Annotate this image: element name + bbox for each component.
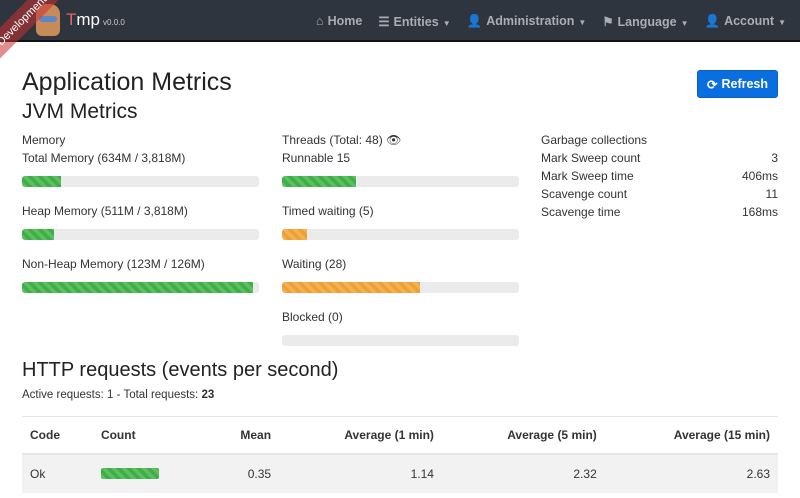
- count-fill: [100, 468, 159, 479]
- total-label: - Total requests:: [116, 389, 199, 401]
- flag-icon: ⚑: [602, 14, 614, 29]
- navbar: Tmp v0.0.0 ⌂ Home ☰ Entities ▼ 👤 Administrat…: [0, 0, 800, 42]
- refresh-button[interactable]: ⟳ Refresh: [697, 70, 778, 98]
- gc-row: Mark Sweep count 3: [541, 149, 778, 167]
- gc-value: 11: [765, 187, 778, 201]
- avg1-cell: 1.14: [279, 453, 442, 493]
- memory-item-label: Non-Heap Memory (123M / 126M): [22, 257, 205, 271]
- nav-administration-label: Administration: [486, 13, 575, 28]
- jvm-title: JVM Metrics: [22, 100, 138, 123]
- version: v0.0.0: [103, 17, 125, 27]
- memory-progress-bar: [22, 229, 259, 240]
- threads-section: Threads (Total: 48) 👁 Runnable 15 Timed w…: [282, 131, 519, 361]
- memory-progress-fill: [22, 229, 54, 240]
- nav-administration[interactable]: 👤 Administration ▼: [467, 14, 587, 29]
- active-value: 1: [107, 389, 114, 401]
- threads-title-text: Threads (Total: 48): [282, 133, 383, 147]
- gc-section: Garbage collections Mark Sweep count 3 Mar…: [541, 131, 778, 221]
- gc-row: Scavenge time 168ms: [541, 203, 778, 221]
- nav-account-label: Account: [724, 13, 775, 28]
- memory-item-label: Heap Memory (511M / 3,818M): [22, 204, 188, 218]
- threads-item-label: Timed waiting (5): [282, 204, 374, 218]
- gc-label: Mark Sweep time: [541, 169, 634, 183]
- column-header: Mean: [207, 416, 280, 455]
- user-icon: 👤: [704, 13, 721, 28]
- refresh-icon: ⟳: [706, 77, 718, 92]
- table-row: Ok 0.35 1.14 2.32 2.63: [22, 453, 778, 493]
- threads-progress-bar: [282, 229, 519, 240]
- memory-section: Memory Total Memory (634M / 3,818M) Heap …: [22, 131, 259, 308]
- gc-label: Mark Sweep count: [541, 151, 641, 165]
- gc-title: Garbage collections: [541, 133, 648, 147]
- caret-down-icon: ▼: [578, 17, 587, 27]
- threads-progress-bar: [282, 282, 519, 293]
- gc-value: 168ms: [741, 205, 778, 219]
- user-plus-icon: 👤: [466, 13, 483, 28]
- threads-progress-fill: [282, 282, 421, 293]
- memory-title: Memory: [22, 133, 66, 147]
- nav-account[interactable]: 👤 Account ▼: [705, 14, 787, 29]
- active-label: Active requests:: [22, 389, 104, 401]
- gc-label: Scavenge time: [541, 205, 621, 219]
- count-bar: [100, 468, 159, 479]
- gc-label: Scavenge count: [541, 187, 628, 201]
- page-title: Application Metrics: [22, 68, 232, 96]
- mean-cell: 0.35: [207, 453, 280, 493]
- gc-row: Scavenge count 11: [541, 185, 778, 203]
- list-icon: ☰: [378, 14, 390, 29]
- avg15-cell: 2.63: [604, 453, 778, 493]
- threads-item-label: Waiting (28): [282, 257, 347, 271]
- memory-progress-fill: [22, 176, 62, 187]
- threads-item-label: Blocked (0): [282, 310, 343, 324]
- code-cell: Ok: [22, 453, 93, 493]
- caret-down-icon: ▼: [778, 17, 786, 27]
- threads-progress-fill: [282, 229, 307, 240]
- column-header: Code: [22, 416, 93, 455]
- http-table: Code Count Mean Average (1 min) Average (5 m…: [22, 416, 778, 493]
- threads-progress-bar: [282, 176, 519, 187]
- brand-name: Tmp: [66, 10, 101, 29]
- nav-language[interactable]: ⚑ Language ▼: [602, 14, 688, 29]
- threads-item-label: Runnable 15: [282, 151, 351, 165]
- eye-icon[interactable]: 👁: [386, 133, 402, 147]
- total-value: 23: [201, 389, 215, 401]
- threads-progress-bar: [282, 335, 519, 346]
- home-icon: ⌂: [316, 14, 324, 28]
- gc-value: 3: [771, 151, 778, 165]
- caret-down-icon: ▼: [680, 18, 689, 28]
- refresh-label: Refresh: [721, 77, 769, 91]
- nav-entities-label: Entities: [393, 14, 439, 29]
- memory-progress-bar: [22, 176, 259, 187]
- gc-value: 406ms: [741, 169, 778, 183]
- nav-language-label: Language: [617, 14, 677, 29]
- threads-title: Threads (Total: 48) 👁: [282, 131, 519, 149]
- nav-entities[interactable]: ☰ Entities ▼: [378, 14, 450, 29]
- memory-item-label: Total Memory (634M / 3,818M): [22, 151, 186, 165]
- active-requests: Active requests: 1 - Total requests: 23: [22, 389, 214, 401]
- column-header: Average (5 min): [441, 416, 605, 455]
- avg5-cell: 2.32: [441, 453, 605, 493]
- column-header: Count: [92, 416, 208, 455]
- caret-down-icon: ▼: [442, 18, 451, 28]
- threads-progress-fill: [282, 176, 357, 187]
- column-header: Average (15 min): [604, 416, 778, 455]
- nav-home-label: Home: [327, 14, 363, 28]
- memory-progress-bar: [22, 282, 259, 293]
- http-title: HTTP requests (events per second): [22, 359, 339, 381]
- gc-row: Mark Sweep time 406ms: [541, 167, 778, 185]
- column-header: Average (1 min): [279, 416, 442, 455]
- count-cell: [92, 453, 208, 493]
- memory-progress-fill: [22, 282, 254, 293]
- nav-home[interactable]: ⌂ Home: [316, 14, 362, 28]
